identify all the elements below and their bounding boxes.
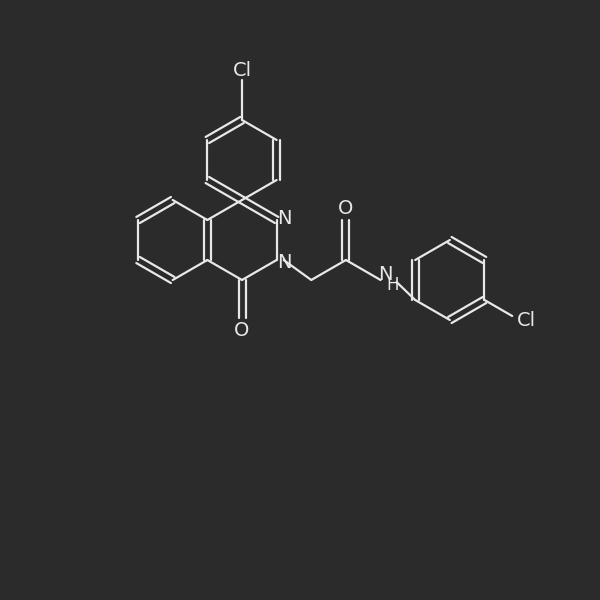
Text: N: N	[379, 265, 393, 284]
Text: O: O	[235, 320, 250, 340]
Text: N: N	[277, 208, 292, 227]
Text: N: N	[277, 253, 292, 271]
Text: H: H	[386, 276, 399, 294]
Text: Cl: Cl	[232, 61, 251, 79]
Text: Cl: Cl	[517, 311, 536, 331]
Text: O: O	[338, 199, 353, 217]
